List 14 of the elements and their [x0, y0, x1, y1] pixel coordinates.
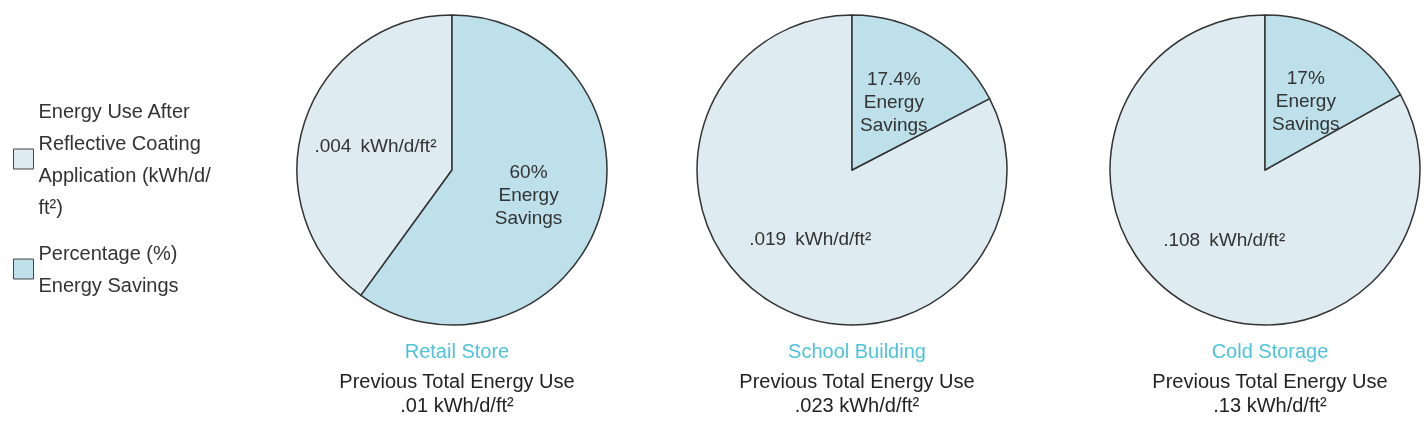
text: 17.4% Energy Savings: [860, 67, 928, 135]
text: School Building: [788, 340, 926, 362]
text: Retail Store: [404, 340, 510, 362]
text: 60% Energy Savings: [494, 161, 563, 229]
text: 17% Energy Savings: [1272, 67, 1340, 135]
text: Previous Total Energy Use .13 kWh/d/ft²: [1152, 370, 1388, 416]
text: Previous Total Energy Use .023 kWh/d/ft²: [739, 370, 975, 416]
data-label: .108 kWh/d/ft²: [1163, 228, 1286, 250]
legend-label: Percentage (%) Energy Savings: [38, 242, 184, 296]
data-label: .019 kWh/d/ft²: [749, 228, 872, 250]
text: Previous Total Energy Use .01 kWh/d/ft²: [339, 370, 575, 416]
text: Cold Storage: [1211, 340, 1329, 362]
legend-label: Energy Use After Reflective Coating Application (kWh/d/ft²): [38, 100, 212, 218]
data-label: .004 kWh/d/ft²: [314, 134, 437, 156]
